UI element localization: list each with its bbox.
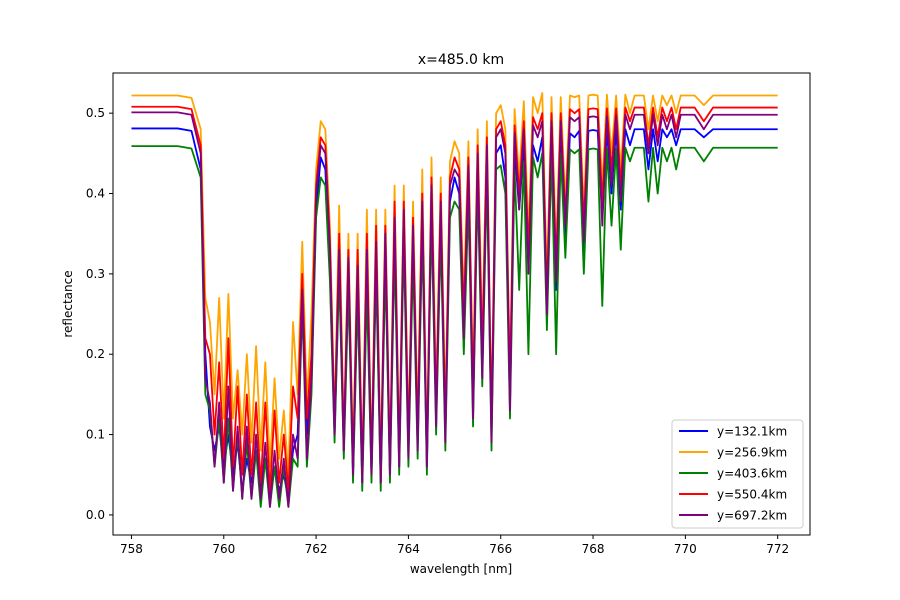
y-tick-label: 0.4 — [86, 187, 105, 201]
series-line-3 — [131, 145, 778, 508]
series-line-2 — [131, 92, 778, 476]
y-tick-label: 0.5 — [86, 106, 105, 120]
y-tick-label: 0.3 — [86, 267, 105, 281]
x-tick-label: 772 — [766, 542, 789, 556]
series-line-4 — [131, 105, 778, 492]
legend-label: y=550.4km — [717, 488, 787, 502]
y-axis-label: reflectance — [61, 270, 75, 337]
x-axis: 758 760 762 764 766 768 770 772 — [120, 535, 789, 556]
y-axis: 0.0 0.1 0.2 0.3 0.4 0.5 — [86, 106, 113, 522]
series-layer — [131, 92, 778, 508]
x-tick-label: 766 — [489, 542, 512, 556]
legend: y=132.1km y=256.9km y=403.6km y=550.4km y=69… — [671, 419, 804, 529]
x-tick-label: 768 — [582, 542, 605, 556]
legend-label: y=256.9km — [717, 446, 787, 460]
x-tick-label: 762 — [305, 542, 328, 556]
x-tick-label: 760 — [212, 542, 235, 556]
x-axis-label: wavelength [nm] — [410, 562, 512, 576]
x-tick-label: 764 — [397, 542, 420, 556]
y-tick-label: 0.2 — [86, 347, 105, 361]
series-line-5 — [131, 111, 778, 508]
chart-title: x=485.0 km — [418, 52, 504, 68]
legend-label: y=132.1km — [717, 425, 787, 439]
legend-label: y=697.2km — [717, 509, 787, 523]
x-tick-label: 770 — [674, 542, 697, 556]
x-tick-label: 758 — [120, 542, 143, 556]
legend-box — [671, 419, 804, 529]
plot-frame — [112, 72, 811, 536]
legend-label: y=403.6km — [717, 467, 787, 481]
y-tick-label: 0.1 — [86, 428, 105, 442]
y-tick-label: 0.0 — [86, 508, 105, 522]
